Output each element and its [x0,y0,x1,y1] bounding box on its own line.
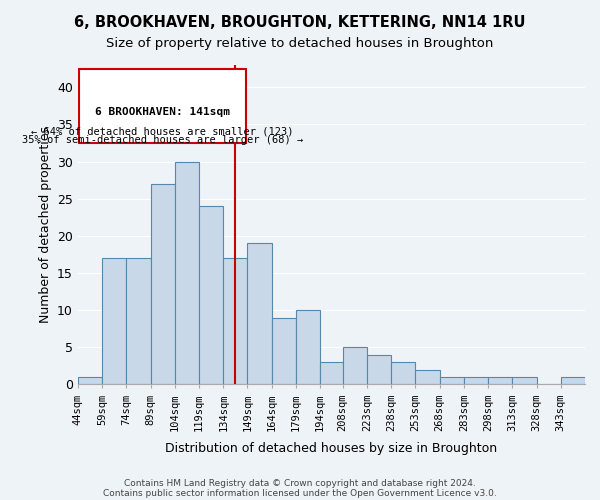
Bar [151,184,175,384]
Bar [175,162,199,384]
Bar [488,377,512,384]
Bar [512,377,536,384]
Text: 6, BROOKHAVEN, BROUGHTON, KETTERING, NN14 1RU: 6, BROOKHAVEN, BROUGHTON, KETTERING, NN1… [74,15,526,30]
Text: ← 64% of detached houses are smaller (123): ← 64% of detached houses are smaller (12… [31,127,294,137]
Bar [320,362,343,384]
Bar [415,370,440,384]
Bar [367,354,391,384]
Bar [440,377,464,384]
FancyBboxPatch shape [79,68,246,143]
Bar [102,258,127,384]
Bar [343,347,367,385]
Bar [464,377,488,384]
X-axis label: Distribution of detached houses by size in Broughton: Distribution of detached houses by size … [166,442,497,455]
Text: 35% of semi-detached houses are larger (68) →: 35% of semi-detached houses are larger (… [22,135,303,145]
Bar [272,318,296,384]
Bar [127,258,151,384]
Bar [78,377,102,384]
Text: Size of property relative to detached houses in Broughton: Size of property relative to detached ho… [106,38,494,51]
Bar [247,243,272,384]
Text: Contains public sector information licensed under the Open Government Licence v3: Contains public sector information licen… [103,488,497,498]
Y-axis label: Number of detached properties: Number of detached properties [38,126,52,323]
Bar [296,310,320,384]
Text: 6 BROOKHAVEN: 141sqm: 6 BROOKHAVEN: 141sqm [95,107,230,117]
Bar [199,206,223,384]
Bar [223,258,247,384]
Text: Contains HM Land Registry data © Crown copyright and database right 2024.: Contains HM Land Registry data © Crown c… [124,478,476,488]
Bar [561,377,585,384]
Bar [391,362,415,384]
